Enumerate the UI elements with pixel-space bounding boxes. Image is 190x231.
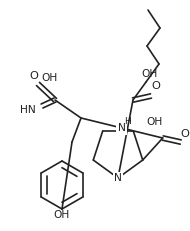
Text: OH: OH (42, 73, 58, 83)
Text: OH: OH (147, 117, 163, 127)
Text: H: H (124, 116, 131, 125)
Text: OH: OH (54, 210, 70, 220)
Text: O: O (152, 81, 160, 91)
Text: OH: OH (141, 69, 157, 79)
Text: N: N (118, 123, 126, 133)
Text: HN: HN (20, 105, 36, 115)
Text: O: O (30, 71, 38, 81)
Text: O: O (180, 129, 189, 139)
Text: N: N (114, 173, 122, 183)
